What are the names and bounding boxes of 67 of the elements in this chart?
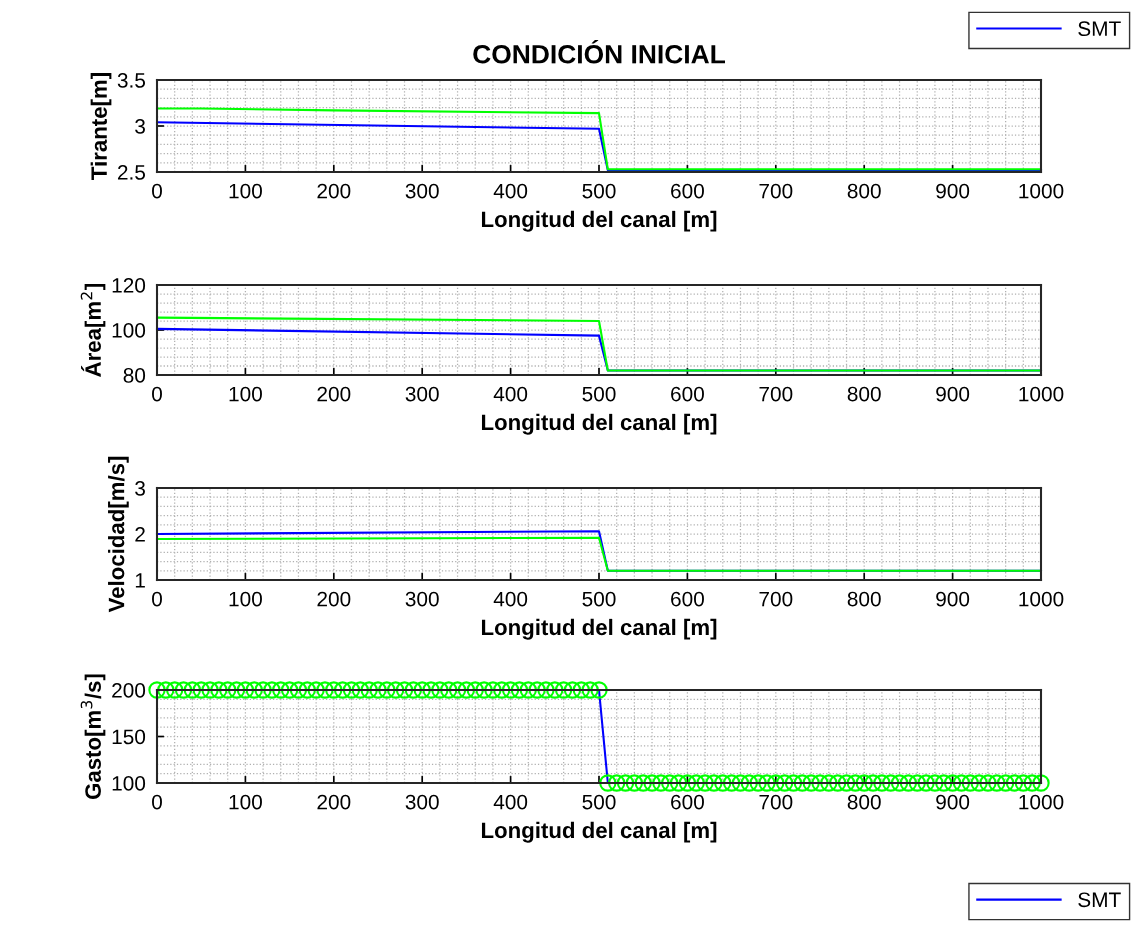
x-tick-label: 700 bbox=[759, 794, 793, 810]
x-tick-label: 600 bbox=[671, 794, 704, 810]
x-tick-label: 900 bbox=[936, 794, 970, 810]
x-tick-label: 900 bbox=[936, 183, 970, 199]
x-tick-label: 300 bbox=[405, 591, 439, 607]
x-tick-label: 1000 bbox=[1019, 386, 1064, 402]
y-axis-title: Tirante[m] bbox=[90, 73, 112, 180]
x-tick-label: 300 bbox=[405, 183, 439, 199]
x-tick-label: 200 bbox=[317, 794, 351, 810]
x-tick-label: 500 bbox=[582, 591, 616, 607]
x-tick-label: 200 bbox=[317, 183, 351, 199]
y-tick-label: 200 bbox=[112, 683, 146, 698]
x-tick-label: 1000 bbox=[1019, 591, 1064, 607]
x-axis-title: Longitud del canal [m] bbox=[481, 821, 717, 843]
x-tick-label: 0 bbox=[152, 183, 162, 199]
y-tick-label: 120 bbox=[112, 278, 146, 293]
y-tick-label: 2 bbox=[135, 527, 145, 542]
x-tick-label: 100 bbox=[229, 591, 262, 607]
x-tick-label: 900 bbox=[936, 591, 970, 607]
x-tick-label: 0 bbox=[152, 386, 162, 402]
x-tick-label: 200 bbox=[317, 386, 351, 402]
x-tick-label: 500 bbox=[582, 386, 616, 402]
x-tick-label: 400 bbox=[493, 591, 528, 607]
x-tick-label: 700 bbox=[759, 183, 793, 199]
x-tick-label: 200 bbox=[317, 591, 351, 607]
y-tick-label: 100 bbox=[112, 323, 146, 338]
x-tick-label: 500 bbox=[582, 794, 616, 810]
x-tick-label: 700 bbox=[759, 591, 793, 607]
x-tick-label: 800 bbox=[847, 591, 881, 607]
x-tick-label: 400 bbox=[493, 183, 528, 199]
x-tick-label: 1000 bbox=[1019, 183, 1064, 199]
y-axis-title: Velocidad[m/s] bbox=[108, 456, 129, 613]
x-tick-label: 800 bbox=[847, 386, 881, 402]
y-tick-label: 3.5 bbox=[117, 73, 146, 88]
x-tick-label: 100 bbox=[229, 183, 262, 199]
x-tick-label: 700 bbox=[759, 386, 793, 402]
x-tick-label: 600 bbox=[671, 591, 704, 607]
x-tick-label: 100 bbox=[229, 794, 262, 810]
x-tick-label: 900 bbox=[936, 386, 970, 402]
x-tick-label: 800 bbox=[847, 183, 881, 199]
x-tick-label: 400 bbox=[493, 386, 528, 402]
legend-label: SMT bbox=[1078, 21, 1121, 37]
x-tick-label: 0 bbox=[152, 591, 162, 607]
y-tick-label: 2.5 bbox=[117, 165, 146, 180]
x-tick-label: 300 bbox=[405, 794, 439, 810]
y-tick-label: 3 bbox=[135, 481, 145, 496]
y-tick-label: 80 bbox=[123, 368, 146, 383]
x-tick-label: 600 bbox=[671, 386, 704, 402]
x-axis-title: Longitud del canal [m] bbox=[481, 210, 717, 232]
y-tick-label: 150 bbox=[112, 729, 146, 745]
x-tick-label: 0 bbox=[152, 794, 162, 810]
x-tick-label: 800 bbox=[847, 794, 881, 810]
x-tick-label: 100 bbox=[229, 386, 262, 402]
y-tick-label: 100 bbox=[112, 776, 146, 791]
x-axis-title: Longitud del canal [m] bbox=[481, 413, 717, 435]
y-tick-label: 1 bbox=[135, 573, 145, 588]
y-axis-title: Gasto[m$^{3}$/s] bbox=[80, 674, 106, 800]
x-axis-title: Longitud del canal [m] bbox=[481, 618, 717, 640]
y-tick-label: 3 bbox=[135, 119, 145, 134]
x-tick-label: 500 bbox=[582, 183, 616, 199]
x-tick-label: 400 bbox=[493, 794, 528, 810]
chart-title: CONDICIÓN INICIAL bbox=[473, 39, 725, 64]
x-tick-label: 300 bbox=[405, 386, 439, 402]
y-axis-title: Área[m$^{2}$] bbox=[80, 284, 106, 377]
x-tick-label: 1000 bbox=[1019, 794, 1064, 810]
x-tick-label: 600 bbox=[671, 183, 704, 199]
legend-label: SMT bbox=[1078, 892, 1121, 908]
